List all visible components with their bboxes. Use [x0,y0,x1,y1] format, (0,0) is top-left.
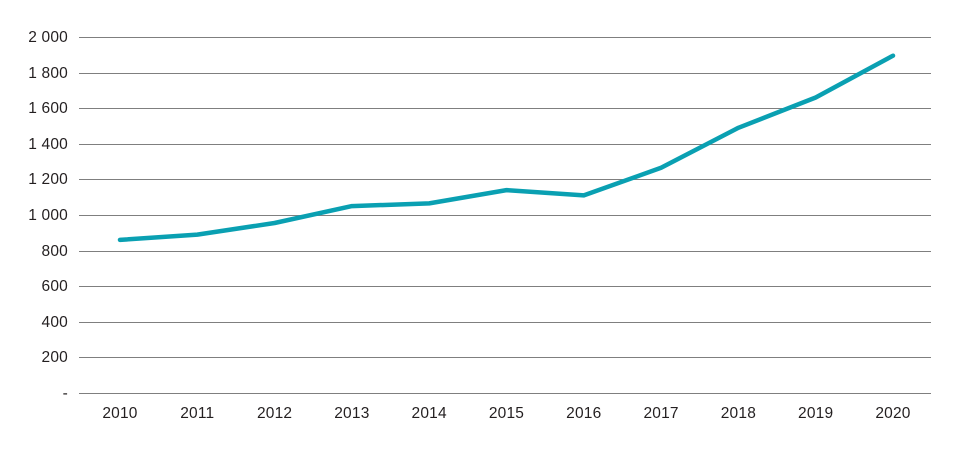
y-tick-label: 600 [41,278,68,296]
y-tick-label: 2 000 [28,29,68,46]
y-tick-label: 1 600 [28,100,68,118]
y-tick-label: 400 [41,313,68,331]
x-tick-label: 2017 [643,405,679,422]
y-tick-label: 800 [41,242,68,260]
x-tick-label: 2010 [102,405,138,422]
y-tick-label: 1 400 [28,135,68,153]
y-tick-label: 1 000 [28,207,68,224]
y-tick-label: 200 [41,349,68,367]
x-tick-label: 2014 [411,405,447,422]
y-tick-label: - [62,385,68,402]
data-series-line [117,53,896,243]
data-series [117,53,896,243]
x-tick-label: 2019 [798,405,834,422]
x-tick-label: 2013 [334,405,370,422]
x-tick-label: 2012 [256,405,293,422]
y-tick-label: 1 800 [28,64,68,82]
x-tick-label: 2016 [566,405,602,422]
x-tick-label: 2018 [720,405,757,422]
x-tick-label: 2011 [180,405,215,422]
x-tick-label: 2020 [875,405,911,422]
y-tick-label: 1 200 [28,171,68,189]
gridlines [79,37,931,394]
x-tick-label: 2015 [488,405,525,422]
